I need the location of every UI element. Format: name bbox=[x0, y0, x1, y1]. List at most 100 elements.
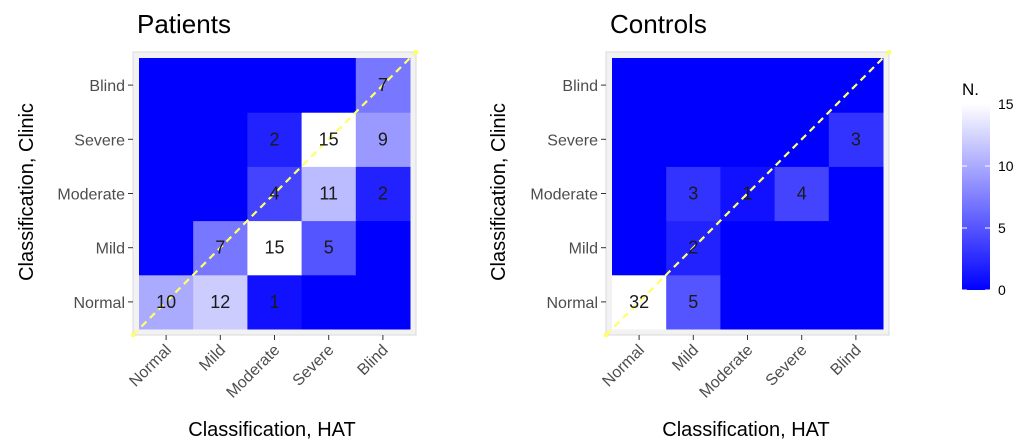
patients-cell bbox=[193, 166, 248, 222]
patients-x-axis-title: Classification, HAT bbox=[188, 419, 355, 441]
patients-x-tick-label: Mild bbox=[196, 342, 229, 375]
controls-cell bbox=[828, 166, 884, 222]
controls-diagonal-end-marker bbox=[604, 333, 608, 337]
patients-cell bbox=[247, 112, 303, 167]
patients-cell bbox=[139, 58, 194, 113]
patients-cell bbox=[193, 58, 248, 113]
controls-cell bbox=[774, 220, 830, 276]
controls-cell bbox=[774, 166, 830, 222]
patients-diagonal-end-marker bbox=[131, 333, 135, 337]
patients-cell bbox=[301, 220, 357, 276]
legend-tick-label: 15 bbox=[998, 96, 1014, 112]
patients-cell-value-label: 10 bbox=[156, 292, 176, 312]
patients-cell-value-label: 1 bbox=[269, 292, 279, 312]
patients-cell bbox=[139, 166, 194, 222]
controls-cell bbox=[828, 220, 884, 276]
controls-cell bbox=[612, 58, 667, 113]
patients-cell bbox=[247, 274, 303, 330]
patients-y-axis-title: Classification, Clinic bbox=[16, 103, 38, 281]
legend-tick-label: 10 bbox=[998, 158, 1014, 174]
patients-cell bbox=[355, 166, 411, 222]
controls-cells bbox=[612, 58, 884, 330]
patients-cell bbox=[355, 112, 411, 167]
patients-title: Patients bbox=[137, 9, 231, 39]
patients-x-tick-label: Moderate bbox=[224, 342, 284, 402]
controls-x-tick-label: Blind bbox=[828, 342, 865, 379]
controls-x-tick-label: Mild bbox=[669, 342, 702, 375]
patients-cell bbox=[355, 220, 411, 276]
controls-y-tick-label: Mild bbox=[569, 241, 598, 258]
controls-y-tick-label: Blind bbox=[562, 78, 598, 95]
controls-cell bbox=[774, 58, 830, 113]
patients-cell-value-label: 15 bbox=[264, 238, 284, 258]
legend-tick-label: 5 bbox=[998, 220, 1006, 236]
patients-cell-value-label: 4 bbox=[269, 184, 279, 204]
controls-cell-value-label: 4 bbox=[797, 184, 807, 204]
controls-cell bbox=[720, 274, 776, 330]
controls-cell bbox=[612, 166, 667, 222]
patients-y-tick-label: Moderate bbox=[57, 187, 125, 204]
patients-cells bbox=[139, 58, 411, 330]
controls-cell bbox=[612, 112, 667, 167]
controls-cell-value-label: 5 bbox=[688, 292, 698, 312]
controls-x-tick-label: Normal bbox=[599, 342, 647, 390]
controls-diagonal-line bbox=[605, 51, 890, 336]
legend-tick-label: 0 bbox=[998, 282, 1006, 298]
controls-cell-value-label: 3 bbox=[688, 184, 698, 204]
legend-colorbar bbox=[962, 104, 990, 290]
patients-cell bbox=[301, 274, 357, 330]
patients-y-tick-label: Blind bbox=[89, 78, 125, 95]
patients-y-tick-label: Severe bbox=[74, 132, 125, 149]
patients-cell-value-label: 7 bbox=[215, 238, 225, 258]
patients-cell bbox=[301, 166, 357, 222]
controls-cell bbox=[612, 220, 667, 276]
patients-cell bbox=[301, 58, 357, 113]
patients-cell bbox=[247, 220, 303, 276]
controls-x-tick-label: Moderate bbox=[697, 342, 757, 402]
patients-x-tick-label: Blind bbox=[355, 342, 392, 379]
patients-cell-value-label: 11 bbox=[319, 184, 338, 204]
controls-cell-value-label: 1 bbox=[742, 184, 752, 204]
controls-cell bbox=[828, 274, 884, 330]
controls-title: Controls bbox=[610, 9, 707, 39]
controls-cell bbox=[828, 112, 884, 167]
controls-y-tick-label: Severe bbox=[547, 132, 598, 149]
controls-cell bbox=[774, 274, 830, 330]
controls-x-tick-label: Severe bbox=[763, 342, 811, 390]
controls-cell-value-label: 2 bbox=[688, 238, 698, 258]
controls-y-tick-label: Normal bbox=[546, 295, 598, 312]
controls-cell bbox=[666, 112, 721, 167]
legend-title: N. bbox=[962, 80, 979, 99]
patients-cell bbox=[139, 112, 194, 167]
patients-cell bbox=[247, 58, 303, 113]
patients-y-tick-label: Normal bbox=[73, 295, 125, 312]
patients-cell-value-label: 7 bbox=[378, 75, 388, 95]
patients-cell-value-label: 2 bbox=[269, 129, 279, 149]
controls-cell-value-label: 32 bbox=[629, 292, 649, 312]
controls-cell bbox=[720, 220, 776, 276]
controls-cell-value-label: 3 bbox=[851, 129, 861, 149]
patients-cell-value-label: 12 bbox=[210, 292, 230, 312]
patients-y-tick-label: Mild bbox=[96, 241, 125, 258]
controls-x-axis-title: Classification, HAT bbox=[662, 419, 829, 441]
controls-heatmap-panel: Controls Classification, HAT Classificat… bbox=[488, 9, 891, 441]
controls-y-axis-title: Classification, Clinic bbox=[488, 103, 510, 281]
patients-cell bbox=[355, 274, 411, 330]
controls-cell bbox=[666, 166, 721, 222]
color-legend: N. 0 5 10 15 bbox=[962, 80, 1014, 298]
patients-diagonal-end-marker bbox=[414, 50, 418, 54]
controls-cell bbox=[666, 274, 721, 330]
patients-x-tick-label: Severe bbox=[290, 342, 338, 390]
patients-cell bbox=[193, 274, 248, 330]
controls-cell bbox=[666, 58, 721, 113]
patients-cell bbox=[139, 220, 194, 276]
patients-diagonal-line bbox=[132, 51, 417, 336]
patients-cell bbox=[193, 112, 248, 167]
controls-cell bbox=[720, 58, 776, 113]
controls-cell bbox=[720, 112, 776, 167]
patients-cell-value-label: 9 bbox=[378, 129, 388, 149]
patients-cell-value-label: 2 bbox=[378, 184, 388, 204]
patients-x-tick-label: Normal bbox=[126, 342, 174, 390]
patients-cell-value-label: 5 bbox=[324, 238, 334, 258]
